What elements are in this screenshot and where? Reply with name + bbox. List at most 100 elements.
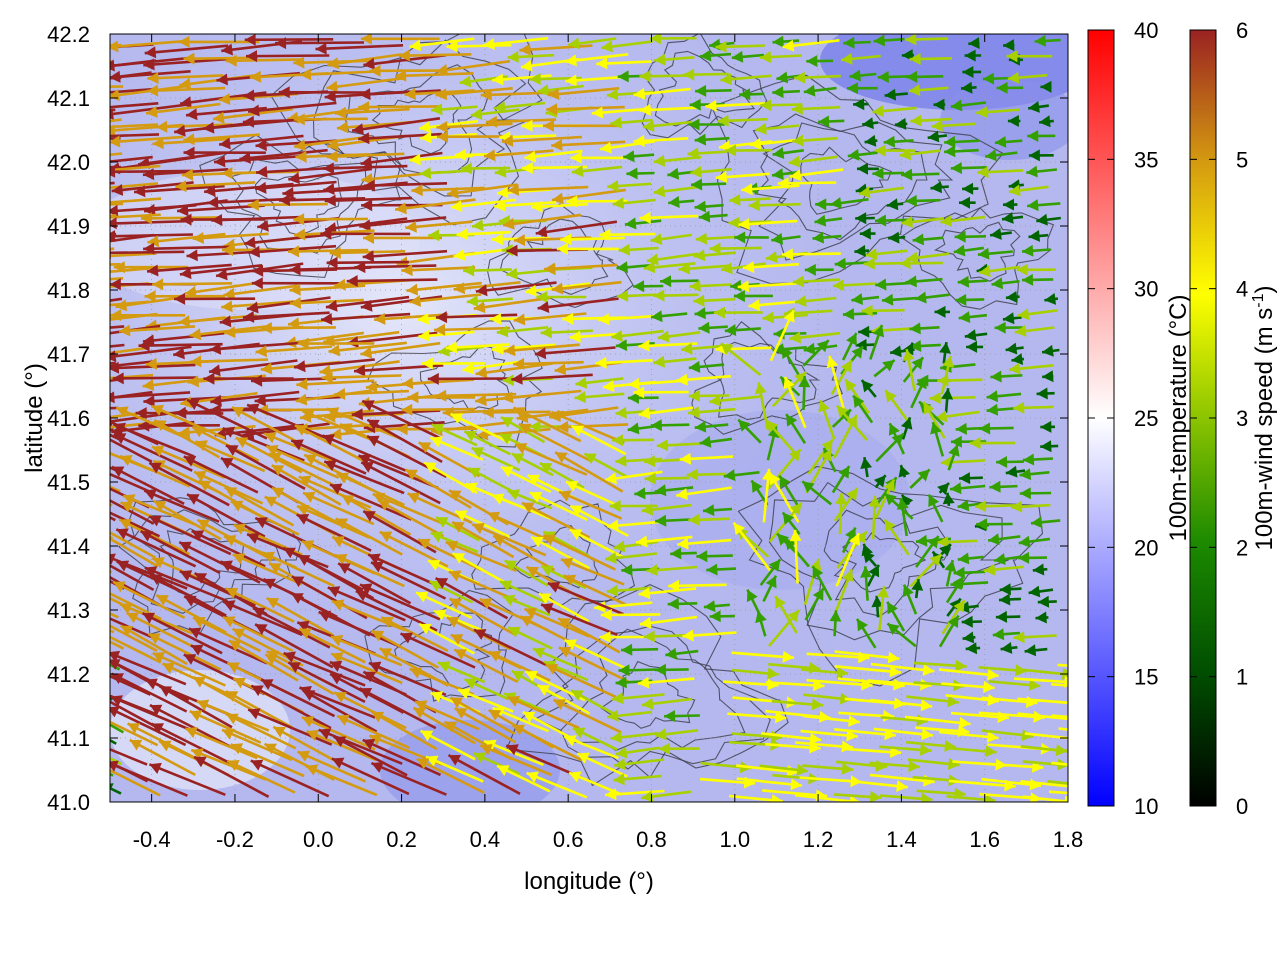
wind-arrow-shaft <box>550 410 625 444</box>
y-tick-label: 41.3 <box>47 598 90 623</box>
wind-arrow-head <box>521 119 533 132</box>
wind-arrow-shaft <box>551 280 622 291</box>
wind-arrow-head <box>406 283 419 296</box>
wind-arrow-head <box>678 262 691 275</box>
wind-arrow-shaft <box>224 486 295 527</box>
wind-arrow-head <box>401 264 413 277</box>
wind-arrow-head <box>293 56 305 69</box>
wind-arrow-head <box>296 378 308 391</box>
wind-arrow-head <box>534 347 547 360</box>
wind-arrow-head <box>319 364 332 377</box>
wind-arrow-head <box>363 179 375 192</box>
wind-arrow-head <box>264 496 278 508</box>
wind-arrow-head <box>302 409 315 421</box>
wind-arrow-head <box>453 249 466 261</box>
wind-arrow-shaft <box>322 164 408 170</box>
wind-arrow-shaft <box>333 735 408 777</box>
wind-arrow-head <box>840 360 852 373</box>
wind-arrow-head <box>667 167 680 180</box>
wind-arrow-shaft <box>111 465 185 505</box>
wind-arrow-head <box>791 102 803 115</box>
wind-arrow-head <box>547 88 560 100</box>
wind-arrow-head <box>930 422 942 435</box>
wind-arrow-head <box>537 685 551 696</box>
wind-arrow-shaft <box>261 551 335 588</box>
wind-arrow-shaft <box>318 728 403 765</box>
wind-arrow-head <box>96 657 109 668</box>
wind-arrow-shaft <box>110 390 153 400</box>
wind-arrow-shaft <box>110 537 159 568</box>
wind-arrow-shaft <box>341 494 412 536</box>
wind-arrow-head <box>44 319 56 331</box>
wind-arrow-shaft <box>563 574 626 606</box>
wind-arrow-head <box>894 117 907 130</box>
wind-arrow-shaft <box>110 123 159 129</box>
wind-arrow-shaft <box>346 278 438 283</box>
wind-arrow-head <box>251 277 263 290</box>
wind-arrow-head <box>465 482 478 494</box>
wind-arrow-head <box>409 39 422 52</box>
wind-arrow-head <box>615 339 628 352</box>
wind-arrow-head <box>789 169 802 182</box>
wind-arrow-shaft <box>226 759 296 794</box>
wind-arrow-shaft <box>395 72 474 78</box>
wind-arrow-head <box>411 184 423 197</box>
contour-line <box>559 628 746 752</box>
wind-arrow-shaft <box>359 216 447 228</box>
wind-arrow-head <box>289 297 302 309</box>
wind-arrow-head <box>1017 308 1030 321</box>
x-tick-label: 0.2 <box>386 827 417 852</box>
wind-arrow-head <box>365 380 378 393</box>
wind-arrow-head <box>562 312 574 325</box>
wind-colorbar-label: 100m-wind speed (m s-1) <box>1250 286 1278 551</box>
wind-arrow-head <box>846 414 857 428</box>
wind-arrow-head <box>195 440 208 452</box>
wind-arrow-head <box>54 571 67 582</box>
wind-arrow-head <box>1011 500 1023 513</box>
wind-arrow-head <box>779 475 791 488</box>
wind-arrow-head <box>435 578 449 589</box>
wind-arrow-head <box>322 162 335 175</box>
wind-arrow-shaft <box>380 616 449 653</box>
contour-line <box>117 497 302 636</box>
wind-arrow-head <box>845 527 856 541</box>
wind-arrow-head <box>565 74 577 87</box>
wind-arrow-head <box>1018 551 1030 564</box>
wind-arrow-shaft <box>235 436 303 474</box>
wind-arrow-head <box>532 647 546 659</box>
wind-arrow-shaft <box>143 489 220 523</box>
wind-arrow-head <box>224 535 237 547</box>
wind-arrow-shaft <box>1051 761 1068 766</box>
wind-arrow-shaft <box>370 761 447 796</box>
wind-arrow-head <box>889 746 902 758</box>
wind-arrow-shaft <box>256 408 335 412</box>
wind-arrow-head <box>838 466 850 479</box>
wind-arrow-head <box>872 167 884 180</box>
wind-arrow-head <box>455 510 468 522</box>
wind-arrow-shaft <box>148 461 230 507</box>
wind-arrow-head <box>299 628 312 640</box>
wind-arrow-head <box>739 88 751 101</box>
wind-arrow-head <box>430 436 443 448</box>
wind-arrow-head <box>269 452 282 464</box>
wind-arrow-shaft <box>110 762 188 797</box>
wind-arrow-head <box>149 462 162 474</box>
wind-arrow-shaft <box>110 263 121 266</box>
wind-arrow-head <box>527 474 541 486</box>
wind-arrow-shaft <box>293 117 368 121</box>
wind-arrow-shaft <box>359 583 441 621</box>
wind-arrow-shaft <box>435 87 513 97</box>
wind-arrow-head <box>303 491 316 503</box>
wind-arrow-head <box>651 310 663 323</box>
wind-arrow-head <box>334 692 347 703</box>
wind-arrow-head <box>709 242 721 255</box>
wind-arrow-head <box>999 593 1011 606</box>
wind-arrow-head <box>935 410 948 423</box>
wind-arrow-shaft <box>110 324 161 335</box>
wind-arrow-head <box>853 98 865 111</box>
wind-arrow-shaft <box>449 696 516 735</box>
wind-arrow-head <box>759 51 772 64</box>
wind-arrow-head <box>606 88 619 101</box>
wind-arrow-head <box>486 115 498 128</box>
wind-arrow-shaft <box>334 553 405 588</box>
